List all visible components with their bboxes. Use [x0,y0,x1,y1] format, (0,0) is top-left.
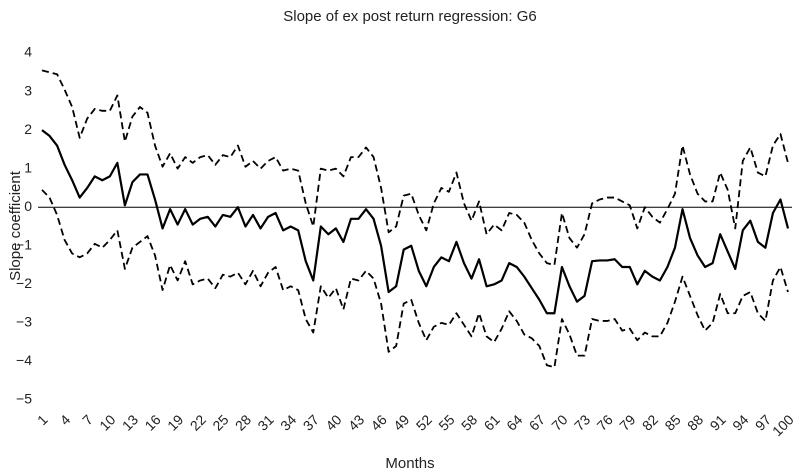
x-tick-label: 64 [503,411,525,433]
x-tick-label: 25 [209,411,231,433]
x-tick-label: 85 [661,411,683,433]
x-tick-label: 19 [164,411,186,433]
x-tick-label: 40 [322,411,344,433]
x-tick-label: 34 [277,411,299,433]
x-tick-label: 1 [34,411,51,428]
series-line [41,129,790,315]
x-tick-label: 52 [413,411,435,433]
y-axis-label: Slope coefficient [7,170,24,281]
x-tick-label: 10 [96,411,118,433]
chart-title: Slope of ex post return regression: G6 [283,8,536,25]
y-tick-label: 3 [24,82,32,98]
y-tick-label: −5 [16,391,32,407]
x-tick-label: 22 [187,411,209,433]
x-tick-label: 43 [345,411,367,433]
x-tick-label: 58 [458,411,480,433]
x-tick-label: 28 [232,411,254,433]
y-tick-label: 1 [24,159,32,175]
y-tick-label: 0 [24,198,32,214]
x-tick-label: 13 [119,411,141,433]
series-line [41,69,789,266]
x-axis-label: Months [385,455,434,472]
x-tick-label: 61 [481,411,503,433]
y-tick-label: −3 [16,314,32,330]
series-line [41,189,789,369]
y-tick-label: 4 [24,44,32,60]
x-tick-label: 91 [707,411,729,433]
x-tick-label: 88 [684,411,706,433]
x-tick-label: 94 [729,411,751,433]
x-tick-label: 4 [57,411,74,428]
x-tick-label: 49 [390,411,412,433]
y-tick-label: −1 [16,236,32,252]
x-tick-label: 55 [435,411,457,433]
x-tick-label: 7 [79,411,96,428]
x-tick-label: 67 [526,411,548,433]
x-tick-label: 82 [639,411,661,433]
x-tick-label: 16 [141,411,163,433]
x-tick-label: 31 [254,411,276,433]
x-tick-label: 100 [769,411,797,439]
x-tick-label: 79 [616,411,638,433]
y-tick-label: −4 [16,352,32,368]
x-tick-label: 37 [300,411,322,433]
x-tick-label: 70 [548,411,570,433]
x-tick-label: 76 [594,411,616,433]
x-tick-label: 46 [368,411,390,433]
x-tick-label: 73 [571,411,593,433]
y-tick-label: −2 [16,275,32,291]
y-tick-label: 2 [24,121,32,137]
